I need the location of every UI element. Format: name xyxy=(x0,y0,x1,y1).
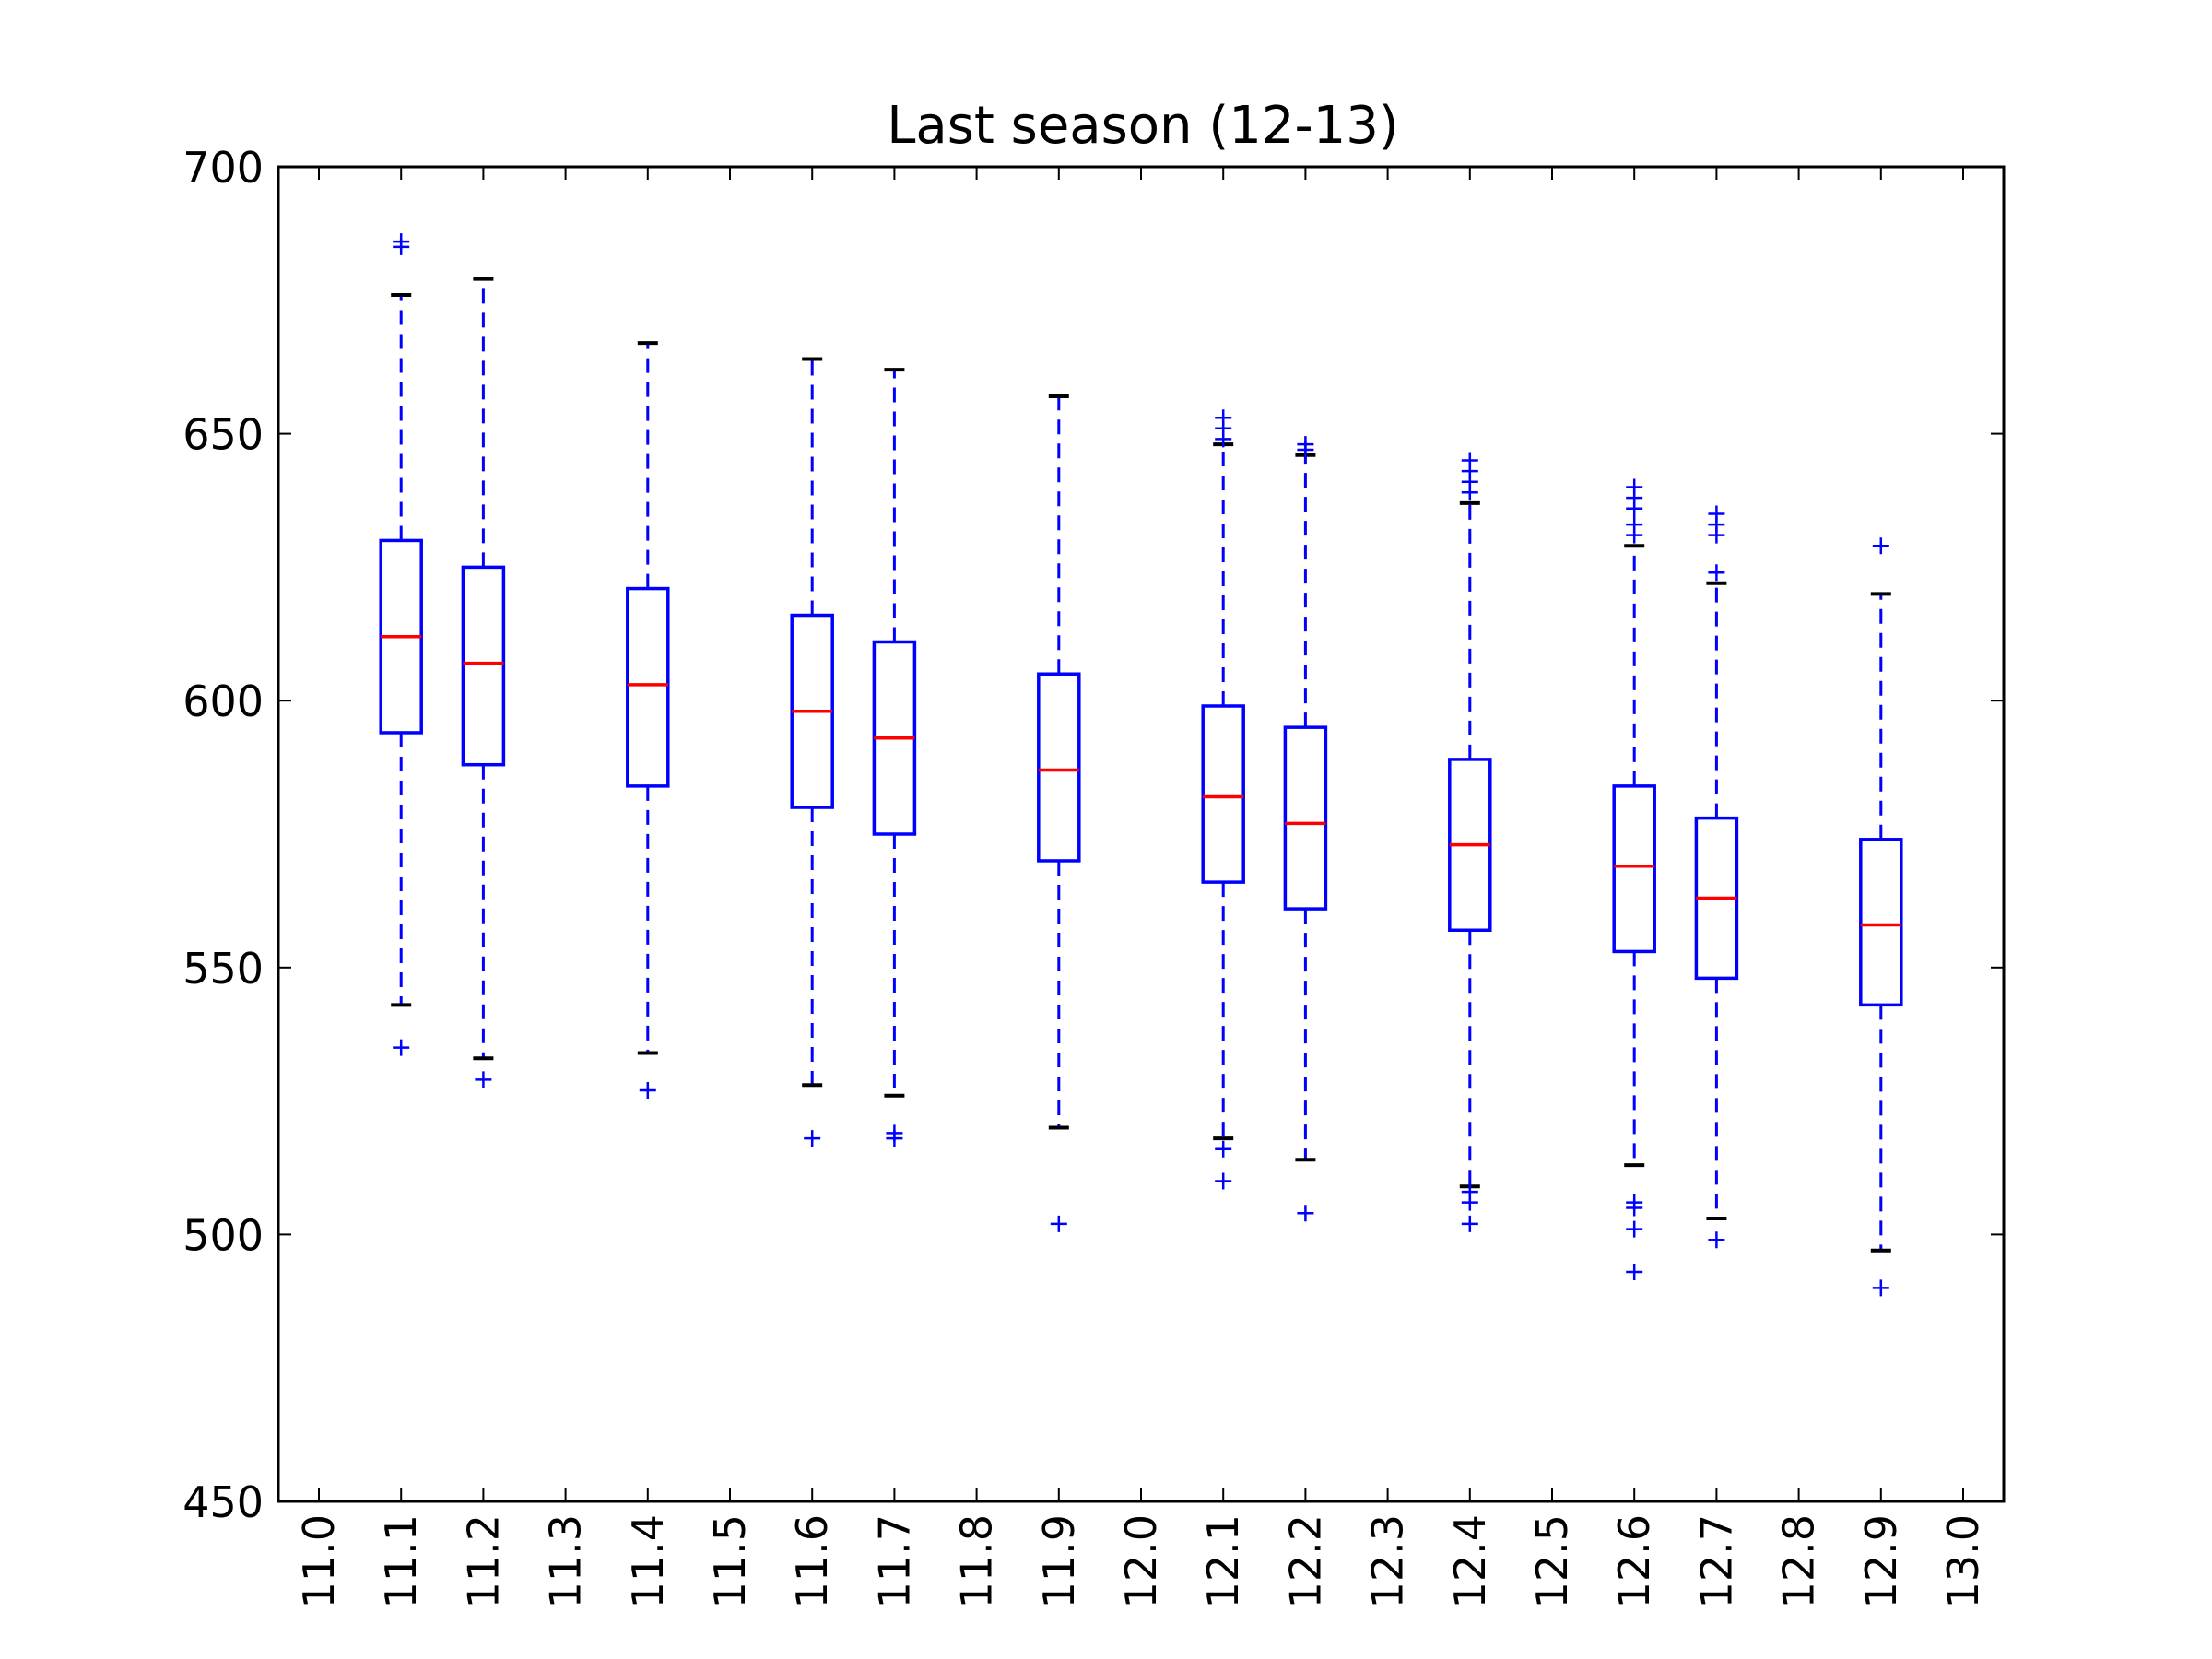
x-tick-label: 11.0 xyxy=(294,1514,344,1608)
x-tick-label: 11.6 xyxy=(787,1514,837,1608)
x-tick-label: 12.6 xyxy=(1609,1514,1659,1608)
x-tick-label: 12.8 xyxy=(1774,1514,1824,1608)
y-tick-label: 450 xyxy=(182,1477,264,1527)
box-group xyxy=(1201,409,1245,1190)
box-group xyxy=(1694,505,1739,1249)
plot-area: 450 500 550 600 650 700 11.0 11.1 11.2 11.3 11.4 11… xyxy=(182,143,2006,1608)
box-group xyxy=(1448,452,1492,1232)
x-tick-label: 12.3 xyxy=(1363,1514,1413,1608)
flier-point xyxy=(1872,537,1889,555)
x-tick-label: 11.4 xyxy=(623,1514,673,1608)
x-tick-label: 12.0 xyxy=(1116,1514,1166,1608)
x-tick-label: 11.5 xyxy=(705,1514,755,1608)
box-group xyxy=(379,233,423,1056)
box xyxy=(461,565,506,767)
box xyxy=(1201,704,1245,884)
box xyxy=(1859,838,1903,1007)
x-tick-label: 12.2 xyxy=(1280,1514,1330,1608)
x-tick-label: 13.0 xyxy=(1938,1514,1988,1608)
chart-title: Last season (12-13) xyxy=(887,96,1399,156)
x-tick-label: 11.2 xyxy=(458,1514,508,1608)
flier-point xyxy=(804,1130,821,1147)
flier-point xyxy=(1461,452,1478,469)
flier-point xyxy=(1297,1205,1314,1222)
flier-point xyxy=(639,1082,656,1100)
x-tick-label: 12.7 xyxy=(1691,1514,1741,1608)
box xyxy=(1283,725,1328,911)
box-group xyxy=(872,368,917,1147)
box-group xyxy=(1283,436,1328,1222)
box-group xyxy=(1859,537,1903,1297)
flier-point xyxy=(1626,1263,1643,1280)
flier-point xyxy=(1626,1194,1643,1211)
flier-point xyxy=(886,1124,903,1142)
x-tick-label: 11.1 xyxy=(376,1514,426,1608)
flier-point xyxy=(1626,478,1643,496)
y-tick-label: 600 xyxy=(182,677,264,726)
flier-point xyxy=(1215,409,1232,427)
x-tick-label: 11.8 xyxy=(952,1514,1002,1608)
flier-point xyxy=(1050,1215,1067,1232)
flier-point xyxy=(1215,1140,1232,1158)
flier-point xyxy=(1626,516,1643,534)
box-group xyxy=(1612,478,1656,1280)
y-tick-label: 650 xyxy=(182,410,264,460)
flier-point xyxy=(1872,1279,1889,1297)
y-tick-label: 700 xyxy=(182,143,264,193)
box xyxy=(626,586,670,788)
flier-point xyxy=(1626,1220,1643,1238)
box xyxy=(1037,672,1081,863)
flier-point xyxy=(1708,564,1725,582)
y-tick-label: 500 xyxy=(182,1210,264,1260)
flier-point xyxy=(393,1039,410,1056)
box-group xyxy=(1037,394,1081,1232)
box-group xyxy=(461,276,506,1088)
box-group xyxy=(626,341,670,1100)
flier-point xyxy=(475,1071,492,1088)
x-tick-label: 12.4 xyxy=(1445,1514,1495,1608)
y-tick-label: 550 xyxy=(182,944,264,994)
flier-point xyxy=(393,233,410,251)
flier-point xyxy=(1215,1172,1232,1190)
plot-frame xyxy=(276,165,2006,1503)
box xyxy=(1612,784,1656,954)
flier-point xyxy=(1297,436,1314,453)
box-group xyxy=(790,357,834,1147)
x-tick-label: 12.1 xyxy=(1198,1514,1248,1608)
x-tick-label: 11.3 xyxy=(541,1514,591,1608)
flier-point xyxy=(1461,1215,1478,1232)
flier-point xyxy=(1461,1183,1478,1201)
flier-point xyxy=(1708,1231,1725,1249)
flier-point xyxy=(1708,505,1725,523)
x-tick-label: 12.9 xyxy=(1856,1514,1906,1608)
x-tick-label: 11.7 xyxy=(869,1514,919,1608)
x-tick-label: 11.9 xyxy=(1034,1514,1084,1608)
x-tick-label: 12.5 xyxy=(1527,1514,1577,1608)
